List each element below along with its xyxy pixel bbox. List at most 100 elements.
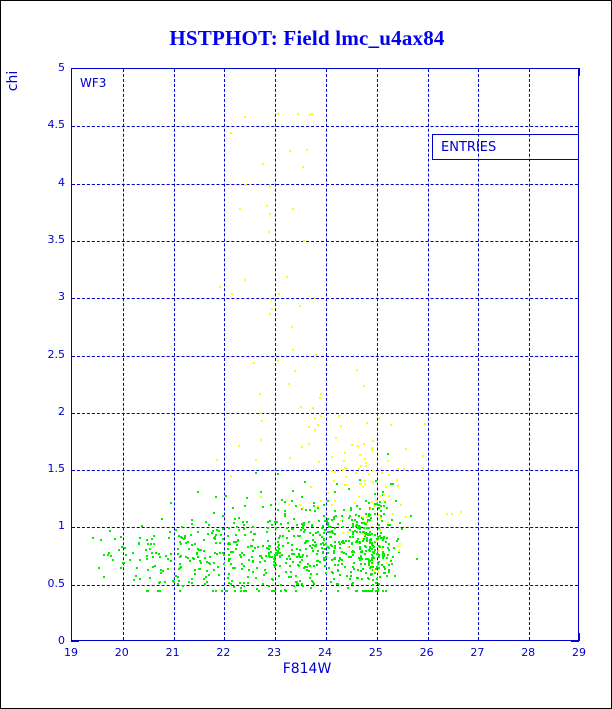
data-point-good xyxy=(280,590,282,592)
data-point-good xyxy=(369,519,371,521)
data-point-good xyxy=(341,515,343,517)
data-point-flagged xyxy=(388,495,390,497)
data-point-good xyxy=(309,509,311,511)
data-point-good xyxy=(337,583,339,585)
data-point-good xyxy=(352,536,354,538)
data-point-good xyxy=(255,472,257,474)
data-point-good xyxy=(270,551,272,553)
data-point-good xyxy=(181,537,183,539)
data-point-good xyxy=(346,575,348,577)
data-point-flagged xyxy=(299,305,301,307)
data-point-good xyxy=(339,557,341,559)
data-point-good xyxy=(358,515,360,517)
data-point-good xyxy=(332,532,334,534)
data-point-flagged xyxy=(400,504,402,506)
data-point-good xyxy=(328,531,330,533)
data-point-good xyxy=(372,545,374,547)
gridline-vertical xyxy=(428,69,429,640)
data-point-good xyxy=(170,553,172,555)
data-point-flagged xyxy=(405,516,407,518)
data-point-flagged xyxy=(403,468,405,470)
data-point-good xyxy=(301,496,303,498)
data-point-good xyxy=(297,583,299,585)
data-point-good xyxy=(382,590,384,592)
data-point-good xyxy=(288,555,290,557)
data-point-good xyxy=(394,575,396,577)
data-point-good xyxy=(328,547,330,549)
data-point-good xyxy=(204,583,206,585)
data-point-good xyxy=(286,527,288,529)
data-point-good xyxy=(356,577,358,579)
data-point-flagged xyxy=(327,492,329,494)
data-point-good xyxy=(301,583,303,585)
gridline-horizontal xyxy=(72,527,578,528)
data-point-good xyxy=(146,539,148,541)
data-point-good xyxy=(183,538,185,540)
data-point-good xyxy=(275,549,277,551)
data-point-flagged xyxy=(230,475,232,477)
data-point-flagged xyxy=(230,132,232,134)
data-point-good xyxy=(168,537,170,539)
data-point-good xyxy=(377,563,379,565)
data-point-flagged xyxy=(342,469,344,471)
data-point-good xyxy=(239,554,241,556)
data-point-good xyxy=(295,590,297,592)
data-point-good xyxy=(179,541,181,543)
data-point-good xyxy=(387,554,389,556)
data-point-good xyxy=(268,553,270,555)
data-point-flagged xyxy=(398,550,400,552)
data-point-good xyxy=(274,590,276,592)
data-point-good xyxy=(379,576,381,578)
data-point-good xyxy=(213,562,215,564)
data-point-good xyxy=(328,526,330,528)
data-point-good xyxy=(384,501,386,503)
data-point-good xyxy=(98,567,100,569)
data-point-flagged xyxy=(373,505,375,507)
data-point-good xyxy=(272,590,274,592)
data-point-good xyxy=(199,568,201,570)
data-point-good xyxy=(204,557,206,559)
data-point-good xyxy=(362,518,364,520)
data-point-good xyxy=(362,590,364,592)
data-point-good xyxy=(371,573,373,575)
data-point-good xyxy=(154,565,156,567)
data-point-good xyxy=(138,543,140,545)
x-tick-label: 25 xyxy=(368,646,383,659)
data-point-good xyxy=(311,525,313,527)
data-point-good xyxy=(213,512,215,514)
data-point-good xyxy=(139,537,141,539)
data-point-good xyxy=(230,563,232,565)
data-point-good xyxy=(359,528,361,530)
data-point-good xyxy=(267,521,269,523)
data-point-flagged xyxy=(362,486,364,488)
data-point-good xyxy=(232,507,234,509)
data-point-good xyxy=(307,540,309,542)
data-point-good xyxy=(196,553,198,555)
data-point-good xyxy=(377,588,379,590)
data-point-good xyxy=(277,509,279,511)
data-point-good xyxy=(205,576,207,578)
data-point-good xyxy=(370,539,372,541)
data-point-good xyxy=(123,562,125,564)
data-point-flagged xyxy=(261,420,263,422)
data-point-good xyxy=(278,575,280,577)
data-point-good xyxy=(92,537,94,539)
data-point-good xyxy=(316,573,318,575)
scatter-plot-area: WF3 ENTRIES 998 xyxy=(71,68,579,641)
x-tick-label: 20 xyxy=(114,646,129,659)
y-tick-label: 4.5 xyxy=(47,118,66,132)
gridline-horizontal xyxy=(72,298,578,299)
legend-entries-label: ENTRIES xyxy=(441,140,497,155)
data-point-good xyxy=(279,535,281,537)
data-point-flagged xyxy=(388,474,390,476)
data-point-good xyxy=(389,524,391,526)
data-point-good xyxy=(385,590,387,592)
data-point-good xyxy=(236,544,238,546)
data-point-flagged xyxy=(372,440,374,442)
data-point-flagged xyxy=(292,349,294,351)
data-point-good xyxy=(323,539,325,541)
data-point-good xyxy=(368,502,370,504)
data-point-good xyxy=(333,518,335,520)
data-point-good xyxy=(368,562,370,564)
data-point-good xyxy=(229,558,231,560)
